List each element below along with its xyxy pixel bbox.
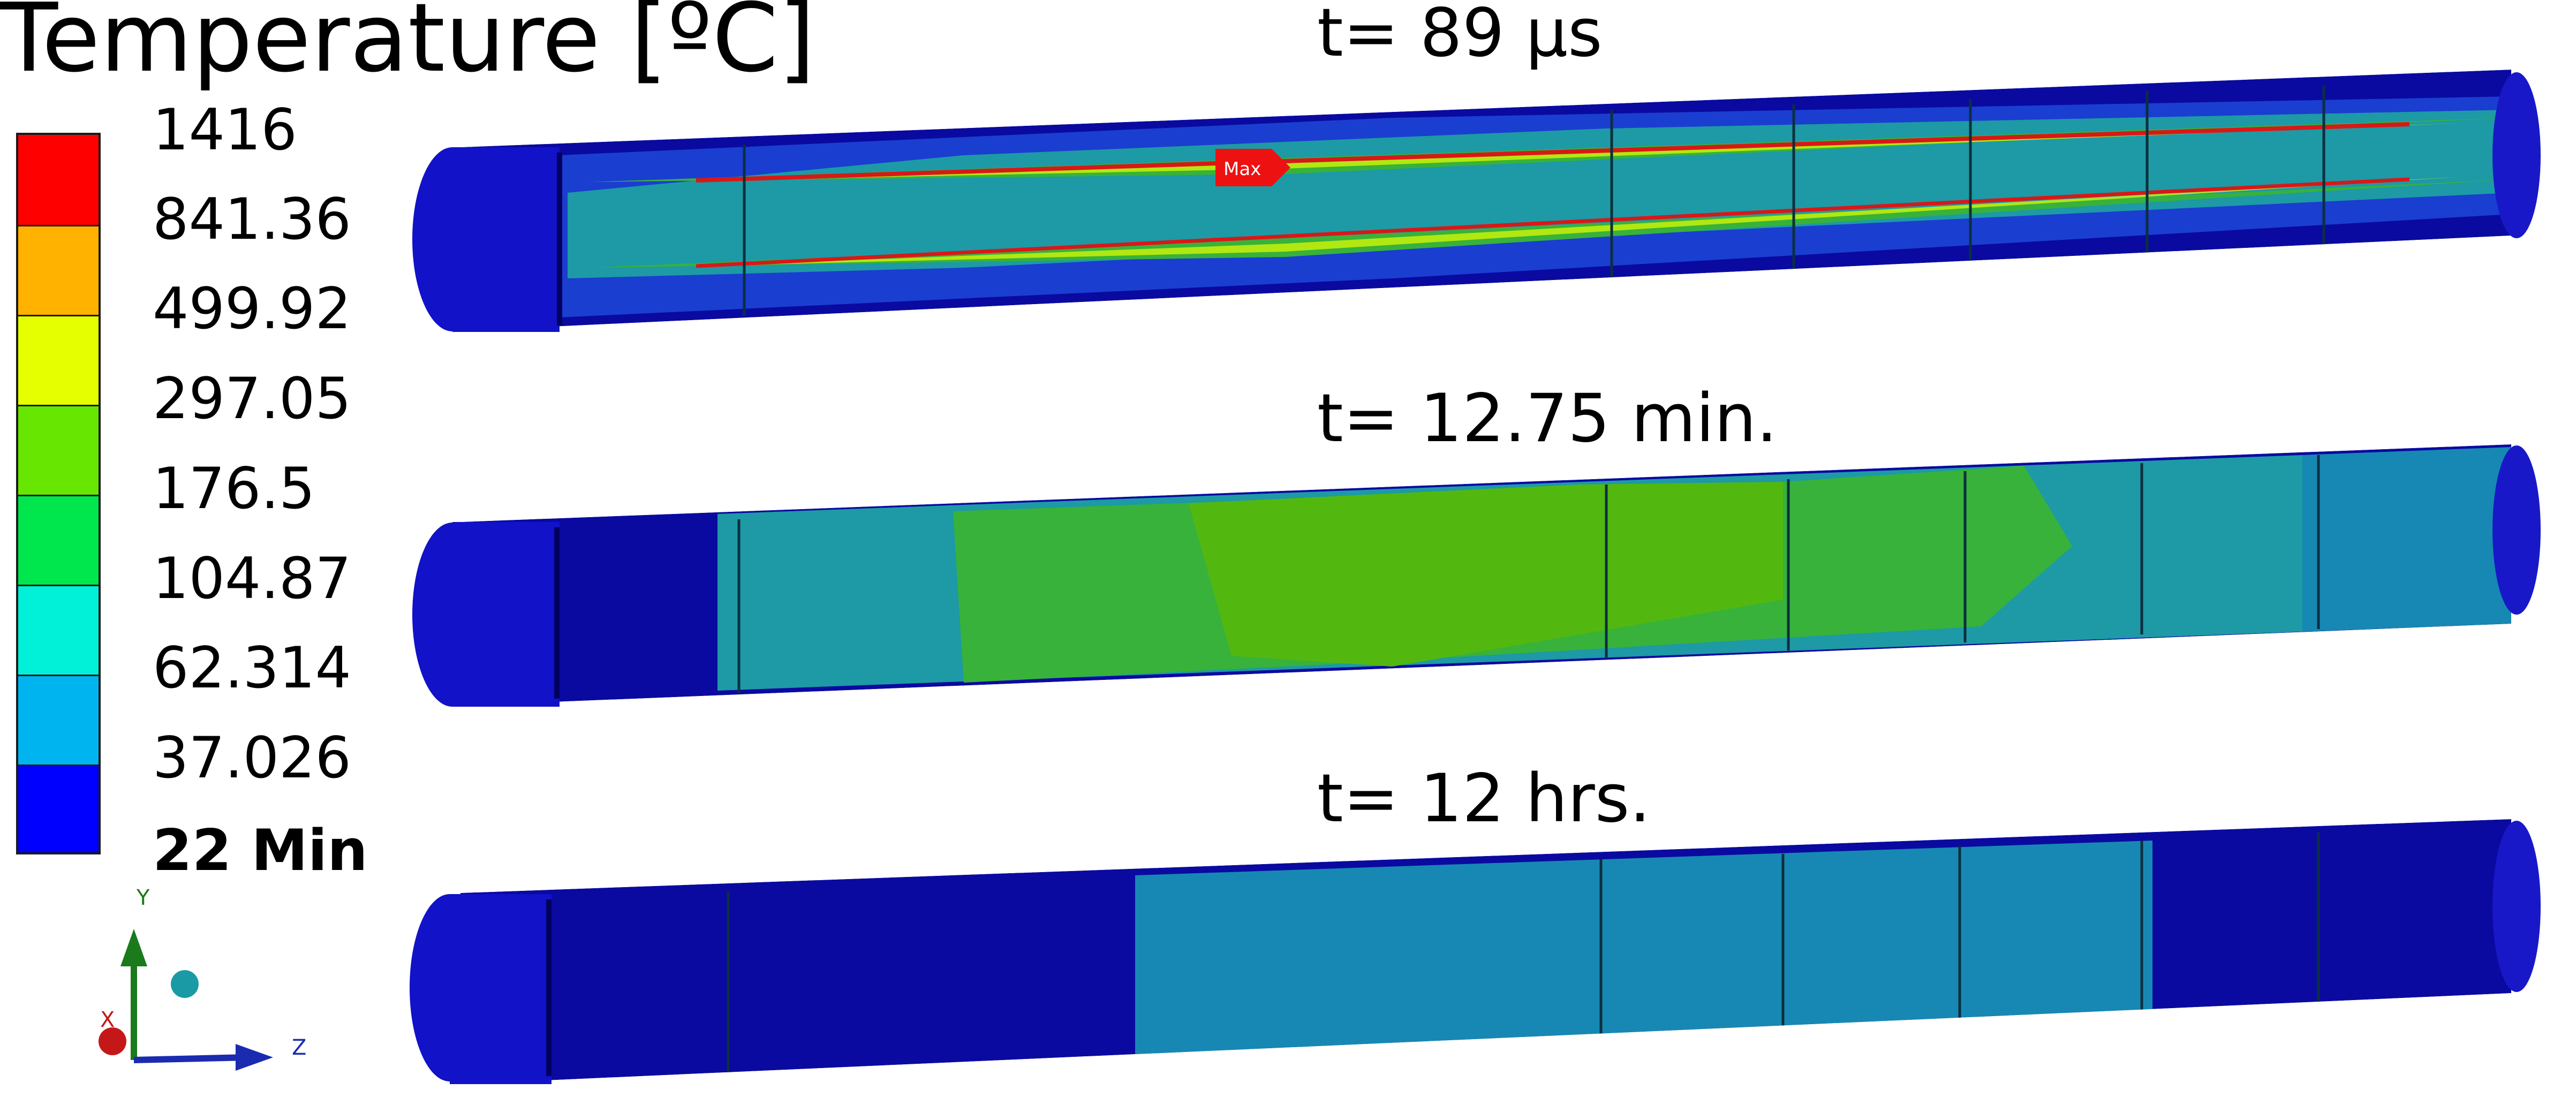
legend-label-6: 104.87: [153, 546, 351, 611]
legend-swatch-4: [18, 405, 99, 495]
legend-label-2: 841.36: [153, 186, 351, 252]
legend-swatch-1: [18, 135, 99, 225]
legend-swatch-8: [18, 765, 99, 852]
legend-label-5: 176.5: [153, 456, 315, 521]
legend-swatch-5: [18, 495, 99, 585]
y-axis-label: Y: [136, 886, 150, 910]
legend-label-7: 62.314: [153, 635, 351, 701]
cylinder-snapshot-3: [410, 819, 2541, 1084]
legend-swatch-2: [18, 225, 99, 315]
z-axis-label: Z: [292, 1035, 306, 1060]
x-axis-label: X: [100, 1008, 115, 1032]
axis-triad: Y X Z: [99, 886, 306, 1071]
cylinder-snapshot-1: Max: [412, 70, 2541, 332]
time-label-3: t= 12 hrs.: [1317, 760, 1651, 837]
time-label-2: t= 12.75 min.: [1317, 380, 1778, 457]
legend-swatch-7: [18, 675, 99, 765]
legend-label-8: 37.026: [153, 725, 351, 791]
legend-label-1: 1416: [153, 97, 297, 163]
cylinder-snapshot-2: [412, 444, 2541, 707]
temperature-color-scale: [16, 133, 101, 854]
legend-swatch-6: [18, 585, 99, 675]
legend-label-4: 297.05: [153, 366, 351, 432]
max-marker-label: Max: [1223, 158, 1261, 180]
legend-swatch-3: [18, 315, 99, 405]
x-axis-dot: [99, 1027, 126, 1055]
legend-label-min: 22 Min: [153, 818, 368, 883]
legend-title: Temperature [ºC]: [0, 0, 815, 93]
origin-sphere: [171, 970, 199, 998]
legend-label-3: 499.92: [153, 276, 351, 342]
z-axis-arrow: [133, 1054, 247, 1063]
time-label-1: t= 89 µs: [1317, 0, 1603, 72]
